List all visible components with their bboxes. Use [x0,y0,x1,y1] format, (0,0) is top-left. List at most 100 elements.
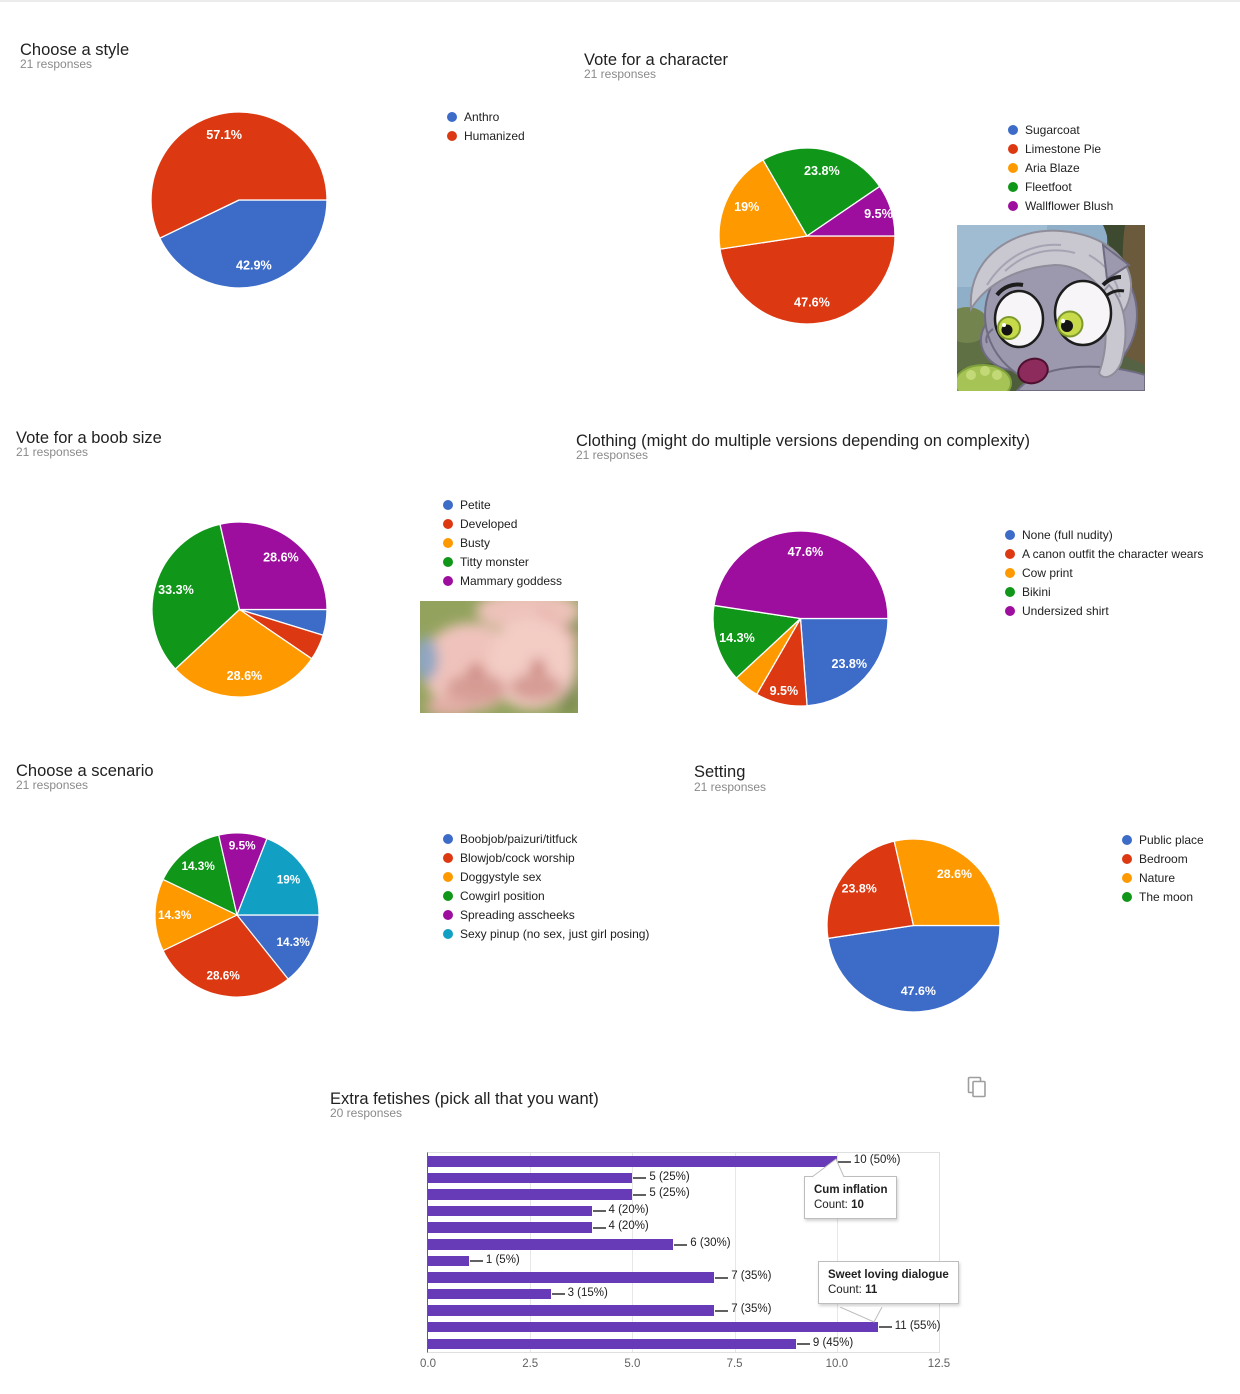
pie-legend-boob-size: Petite Developed Busty Titty monster Mammary… [443,495,562,590]
tooltip-title: Sweet loving dialogue [828,1269,949,1281]
bar-label-line [469,1260,483,1262]
bar-label-line [878,1326,892,1329]
legend-dot [447,130,457,141]
pie-slice[interactable] [806,185,896,237]
chart-responses-extra-fetishes: 20 responses [330,1106,403,1120]
chart-title-clothing: Clothing (might do multiple versions dep… [576,431,1030,450]
legend-item: Mammary goddess [443,571,562,590]
legend-label: Limestone Pie [1025,141,1102,156]
pie-slice[interactable] [827,924,1001,1013]
legend-item: Undersized shirt [1005,601,1203,620]
legend-dot [1008,143,1018,154]
pie-slice[interactable] [799,617,889,707]
pie-slice-label: 28.6% [937,867,972,881]
pie-slice[interactable] [713,530,889,620]
pie-slice-label: 19% [277,874,301,887]
legend-dot [443,833,453,844]
bar-label-line [715,1309,729,1312]
bar[interactable] [428,1156,837,1167]
legend-dot [1008,181,1018,192]
bar-label-line [592,1226,606,1229]
pie-slice[interactable] [159,199,328,289]
bar-value-label: 9 (45%) [812,1336,854,1349]
legend-dot [443,890,453,901]
legend-dot [447,111,457,122]
pie-slice-label: 14.3% [158,909,192,922]
legend-dot [443,518,453,529]
legend-label: Sexy pinup (no sex, just girl posing) [460,926,650,941]
legend-label: Mammary goddess [460,573,563,588]
legend-item: Spreading asscheeks [443,905,649,924]
legend-item: Doggystyle sex [443,867,649,886]
bar[interactable] [428,1172,633,1184]
tooltip-title: Cum inflation [814,1184,888,1196]
bar[interactable] [428,1239,674,1250]
pie-slice[interactable] [150,111,328,239]
pie-slice[interactable] [154,878,238,952]
pie-slice[interactable] [762,147,881,237]
pie-slice[interactable] [162,914,289,998]
legend-dot [1008,162,1018,173]
legend-label: Aria Blaze [1025,160,1080,175]
bar[interactable] [428,1338,796,1349]
copy-button[interactable] [964,1074,990,1100]
pie-slice[interactable] [712,604,802,679]
legend-dot [443,871,453,882]
pie-chart-scenario: 14.3% 28.6% 14.3% 14.3% 9.5% 19% [154,832,320,998]
bar[interactable] [428,1305,715,1316]
legend-label: Petite [460,497,491,512]
legend-dot [1005,586,1015,597]
bar[interactable] [428,1205,592,1217]
pie-slice-label: 9.5% [229,839,256,852]
pie-chart-style: 42.9% 57.1% [150,111,328,289]
pie-slice-label: 42.9% [236,258,272,272]
legend-item: Nature [1122,868,1204,887]
legend-dot [443,928,453,939]
chart-responses-style: 21 responses [20,57,93,71]
chart-title-extra-fetishes: Extra fetishes (pick all that you want) [330,1089,599,1108]
pie-slice[interactable] [236,837,320,916]
bar[interactable] [428,1272,715,1283]
pie-slice[interactable] [719,235,896,325]
legend-label: A canon outfit the character wears [1022,546,1204,561]
pie-slice-label: 9.5% [864,207,893,221]
pie-slice[interactable] [236,914,320,980]
pie-chart-boob-size: 28.6% 33.3% 28.6% [151,521,328,698]
legend-item: Fleetfoot [1008,177,1113,196]
pie-slice-label: 23.8% [831,657,867,671]
legend-label: Public place [1139,832,1204,847]
pie-slice[interactable] [174,608,313,698]
legend-item: Blowjob/cock worship [443,848,649,867]
legend-label: Boobjob/paizuri/titfuck [460,831,578,846]
legend-item: None (full nudity) [1005,525,1203,544]
legend-label: Sugarcoat [1025,122,1080,137]
bar-value-label: 10 (50%) [853,1154,901,1166]
pie-slice[interactable] [826,840,915,940]
legend-label: Anthro [464,109,500,124]
legend-item: Humanized [447,126,525,145]
pie-slice[interactable] [893,838,1001,927]
pie-slice-label: 14.3% [181,860,215,873]
bar[interactable] [428,1255,469,1266]
pie-slice[interactable] [219,521,328,611]
bar[interactable] [428,1189,633,1200]
x-axis-label: 5.0 [624,1358,641,1370]
pie-slice[interactable] [151,523,241,670]
legend-label: Humanized [464,128,525,143]
x-axis-label: 0.0 [420,1358,436,1370]
legend-label: Cowgirl position [460,888,545,903]
bar-value-label: 6 (30%) [690,1237,731,1249]
legend-label: Doggystyle sex [460,869,542,884]
pie-slice[interactable] [718,159,808,250]
pie-slice[interactable] [162,834,238,916]
tooltip-sweet-loving-dialogue: Sweet loving dialogue Count: 11 [818,1261,959,1304]
bar[interactable] [428,1321,878,1333]
legend-item: Titty monster [443,552,562,571]
legend-item: A canon outfit the character wears [1005,544,1203,563]
chart-responses-character: 21 responses [584,67,657,81]
chart-title-setting: Setting [694,762,746,781]
bar[interactable] [428,1288,551,1300]
bar[interactable] [428,1222,592,1233]
bar-label-line [715,1276,729,1279]
pie-slice-label: 47.6% [794,296,830,310]
